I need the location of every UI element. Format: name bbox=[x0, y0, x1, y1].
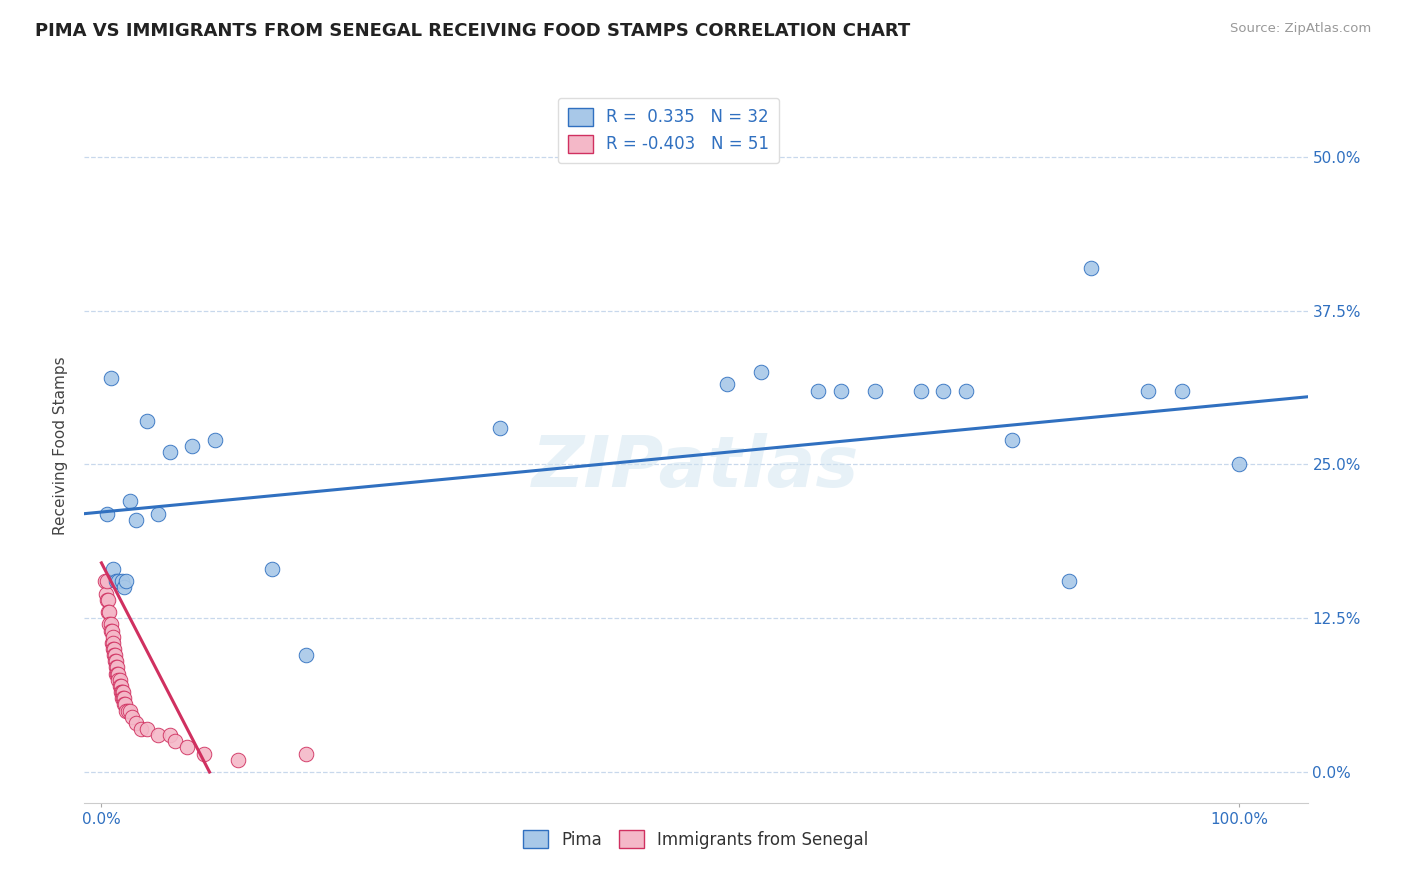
Point bbox=[101, 642, 124, 657]
Text: ZIPatlas: ZIPatlas bbox=[533, 433, 859, 502]
Point bbox=[97, 605, 120, 619]
Point bbox=[226, 753, 249, 767]
Point bbox=[932, 384, 955, 398]
Point bbox=[101, 630, 124, 644]
Point bbox=[159, 728, 181, 742]
Point bbox=[108, 673, 131, 687]
Point bbox=[262, 562, 284, 576]
Point bbox=[107, 574, 129, 589]
Point bbox=[112, 698, 135, 712]
Point bbox=[1057, 574, 1080, 589]
Point bbox=[107, 666, 129, 681]
Point bbox=[830, 384, 852, 398]
Point bbox=[136, 414, 159, 428]
Point bbox=[100, 624, 122, 638]
Point bbox=[121, 709, 143, 723]
Point bbox=[1080, 260, 1102, 275]
Point bbox=[112, 691, 135, 706]
Point bbox=[112, 691, 135, 706]
Point bbox=[955, 384, 977, 398]
Point bbox=[96, 574, 118, 589]
Point bbox=[104, 654, 127, 668]
Point bbox=[148, 728, 170, 742]
Point bbox=[107, 673, 129, 687]
Point bbox=[193, 747, 215, 761]
Point bbox=[159, 445, 181, 459]
Text: PIMA VS IMMIGRANTS FROM SENEGAL RECEIVING FOOD STAMPS CORRELATION CHART: PIMA VS IMMIGRANTS FROM SENEGAL RECEIVIN… bbox=[35, 22, 911, 40]
Point bbox=[716, 377, 738, 392]
Point bbox=[100, 636, 122, 650]
Point bbox=[117, 704, 139, 718]
Point bbox=[97, 592, 120, 607]
Legend: Pima, Immigrants from Senegal: Pima, Immigrants from Senegal bbox=[513, 820, 879, 859]
Point bbox=[176, 740, 198, 755]
Point bbox=[165, 734, 187, 748]
Point bbox=[204, 433, 226, 447]
Point bbox=[101, 562, 124, 576]
Point bbox=[295, 747, 318, 761]
Point bbox=[1227, 458, 1250, 472]
Point bbox=[96, 507, 118, 521]
Point bbox=[103, 648, 125, 662]
Point bbox=[105, 574, 128, 589]
Point bbox=[111, 685, 134, 699]
Text: Source: ZipAtlas.com: Source: ZipAtlas.com bbox=[1230, 22, 1371, 36]
Point bbox=[100, 617, 122, 632]
Point bbox=[118, 704, 141, 718]
Point bbox=[94, 587, 117, 601]
Point bbox=[115, 574, 138, 589]
Point bbox=[96, 592, 118, 607]
Point bbox=[111, 691, 134, 706]
Point bbox=[295, 648, 318, 662]
Point bbox=[110, 679, 132, 693]
Point bbox=[112, 581, 135, 595]
Point bbox=[105, 660, 128, 674]
Point bbox=[105, 666, 128, 681]
Point bbox=[100, 371, 122, 385]
Point bbox=[488, 420, 510, 434]
Point bbox=[181, 439, 204, 453]
Point bbox=[129, 722, 152, 736]
Point bbox=[115, 704, 138, 718]
Point bbox=[1171, 384, 1194, 398]
Point bbox=[101, 636, 124, 650]
Point bbox=[100, 624, 122, 638]
Point bbox=[104, 648, 127, 662]
Point bbox=[1137, 384, 1160, 398]
Point bbox=[124, 715, 146, 730]
Point bbox=[105, 666, 128, 681]
Point bbox=[105, 660, 128, 674]
Point bbox=[1001, 433, 1024, 447]
Point bbox=[114, 698, 136, 712]
Point bbox=[98, 605, 121, 619]
Point bbox=[118, 494, 141, 508]
Point bbox=[136, 722, 159, 736]
Point bbox=[108, 679, 131, 693]
Point bbox=[94, 574, 117, 589]
Point bbox=[807, 384, 830, 398]
Point bbox=[110, 685, 132, 699]
Point bbox=[103, 642, 125, 657]
Point bbox=[98, 617, 121, 632]
Point bbox=[863, 384, 886, 398]
Point bbox=[148, 507, 170, 521]
Point bbox=[105, 654, 128, 668]
Point bbox=[111, 574, 134, 589]
Point bbox=[751, 365, 773, 379]
Y-axis label: Receiving Food Stamps: Receiving Food Stamps bbox=[53, 357, 69, 535]
Point bbox=[910, 384, 932, 398]
Point bbox=[112, 685, 135, 699]
Point bbox=[124, 513, 146, 527]
